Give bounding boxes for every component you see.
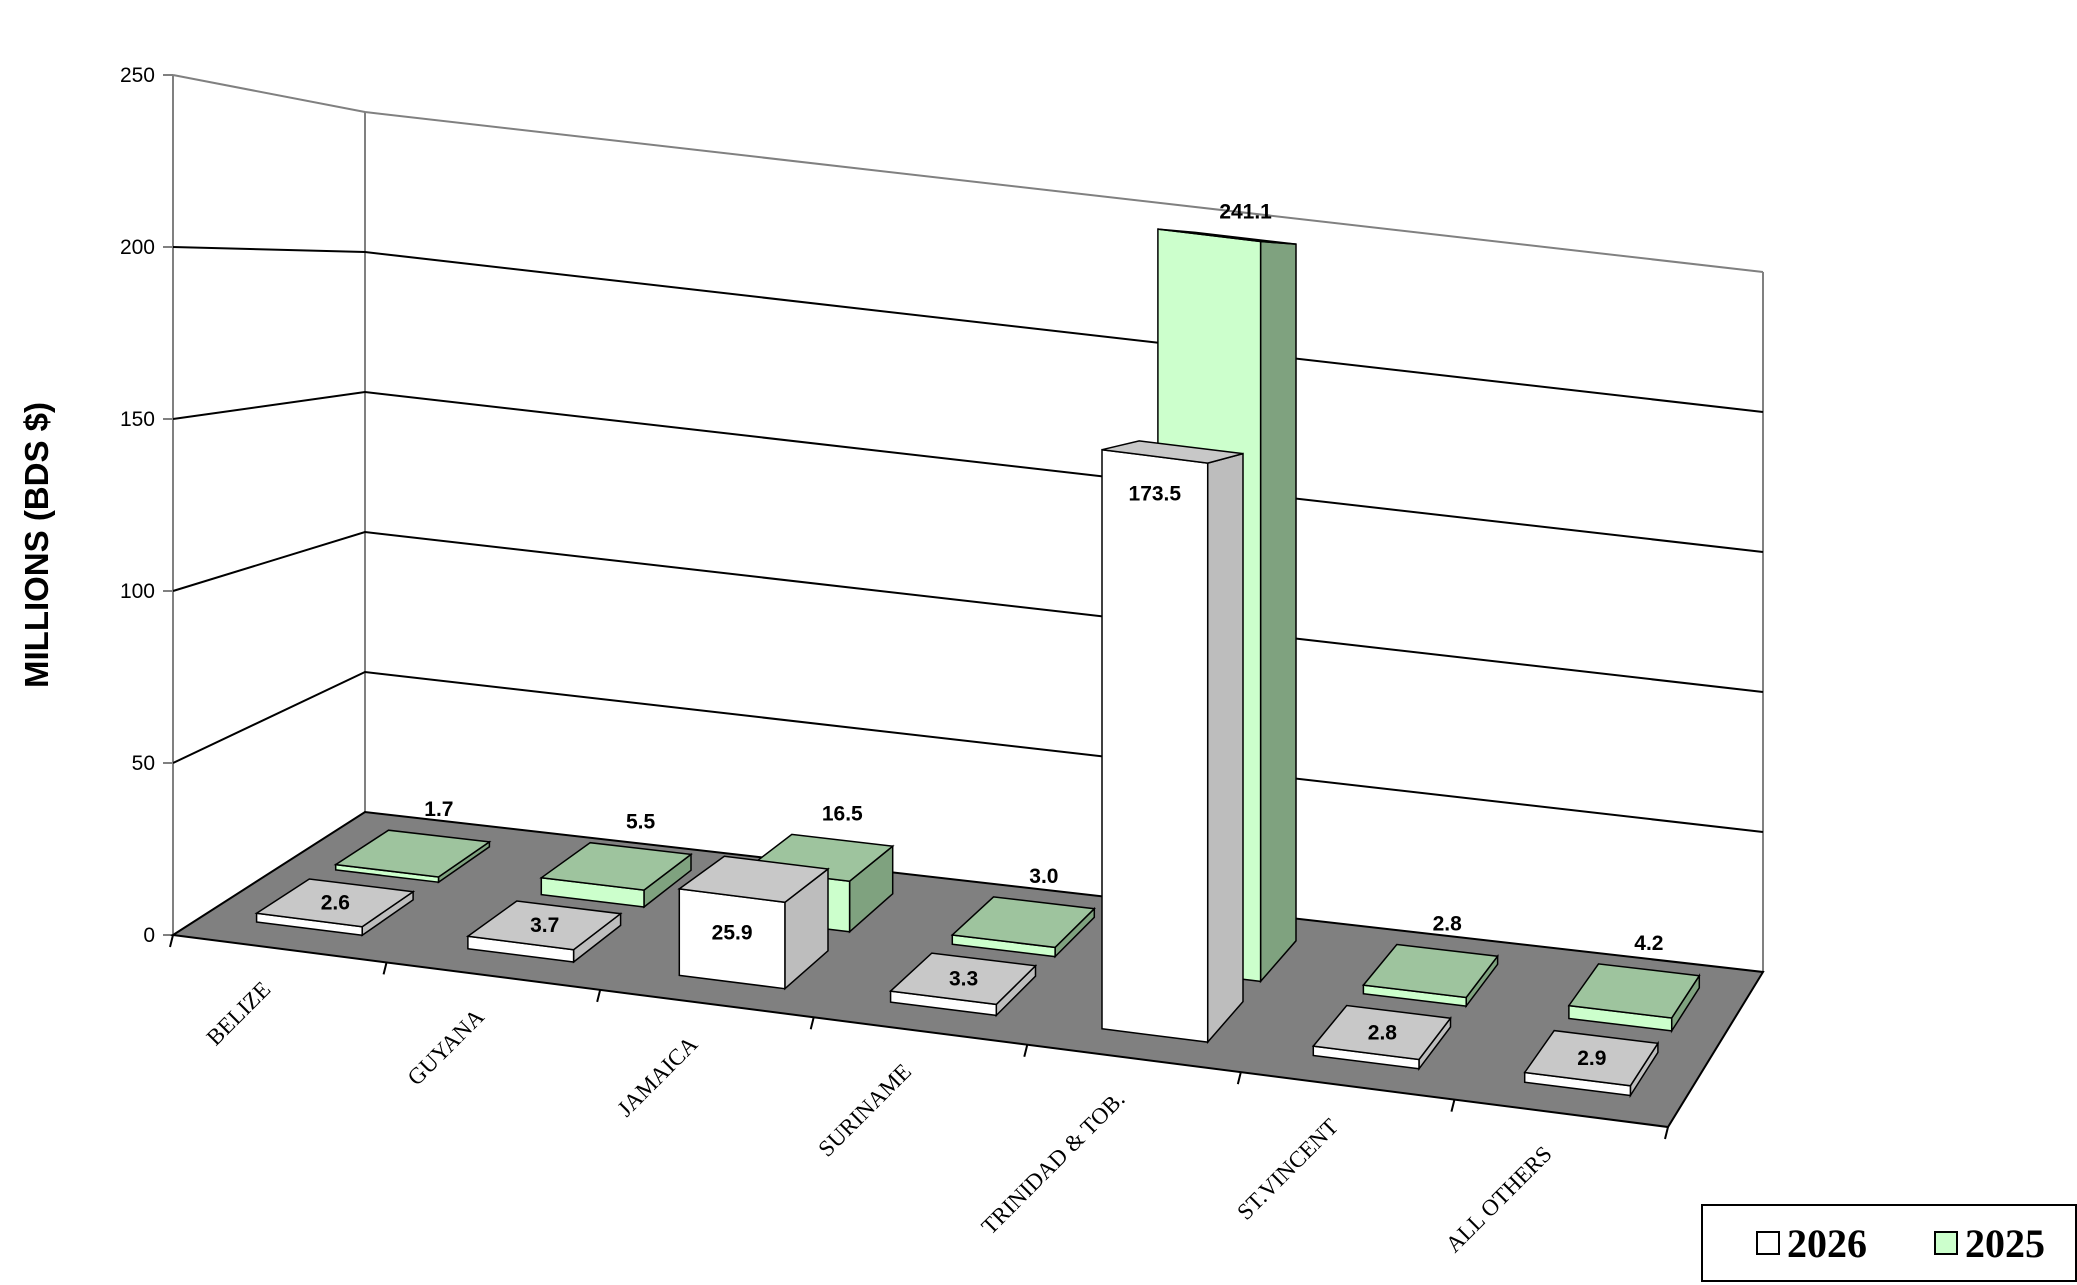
bar-2025-5: 2.8 [1361, 913, 1499, 1009]
bar-2025-3: 3.0 [950, 865, 1096, 959]
bar-top-face [888, 952, 1038, 1006]
bar-2026-1: 3.7 [465, 900, 623, 964]
x-tick-mark [1023, 1044, 1029, 1057]
data-label-2026-3: 3.3 [949, 968, 978, 991]
category-label: ALL OTHERS [1441, 1141, 1557, 1257]
gridline [172, 390, 1764, 553]
y-axis-label: MILLIONS (BDS $) [18, 402, 55, 688]
legend: 2026 2025 [1701, 1204, 2077, 1282]
legend-swatch-2026 [1756, 1231, 1780, 1255]
bar-2025-0: 1.7 [333, 798, 492, 884]
data-label-2025-3: 3.0 [1029, 865, 1058, 888]
category-label: TRINIDAD & TOB. [977, 1086, 1130, 1239]
bar-top-face [254, 878, 416, 928]
legend-label-2025: 2025 [1965, 1221, 2045, 1266]
bar-2025-6: 4.2 [1567, 932, 1701, 1034]
bar-top-face [539, 841, 693, 891]
bar-2026-0: 2.6 [254, 878, 416, 937]
back-wall-top-edge [364, 111, 1764, 273]
data-label-2025-5: 2.8 [1433, 913, 1463, 936]
bar-top-face [333, 829, 492, 878]
data-label-2026-6: 2.9 [1577, 1047, 1606, 1070]
x-tick-mark [169, 934, 174, 948]
gridline [172, 246, 1764, 413]
bar-front-face [1101, 448, 1209, 1043]
data-label-2026-0: 2.6 [321, 892, 350, 915]
category-label: ST.VINCENT [1232, 1114, 1343, 1225]
bar-2025-1: 5.5 [539, 811, 693, 909]
y-tick-label: 200 [120, 236, 155, 259]
gridlines [172, 246, 1764, 833]
x-tick-mark [1450, 1099, 1456, 1112]
x-tick-mark [1236, 1071, 1242, 1085]
bar-2026-3: 3.3 [888, 952, 1038, 1018]
category-label: SURINAME [813, 1059, 916, 1162]
y-tick-label: 250 [120, 64, 155, 87]
y-tick-label: 0 [143, 924, 155, 947]
data-label-2026-4: 173.5 [1129, 482, 1182, 505]
y-tick-label: 150 [120, 408, 155, 431]
x-tick-mark [1664, 1126, 1669, 1140]
gridline [172, 530, 1764, 693]
legend-label-2026: 2026 [1787, 1221, 1867, 1266]
y-axis-ticks: 0 50 100 150 200 250 [120, 64, 173, 947]
bar-top-face [677, 855, 830, 904]
y-tick-label: 50 [132, 752, 155, 775]
data-label-2025-6: 4.2 [1634, 932, 1663, 955]
category-label: BELIZE [202, 977, 276, 1051]
x-tick-mark [382, 962, 388, 975]
chart-walls [172, 74, 1764, 972]
bar-2026-2: 25.9 [677, 855, 830, 991]
y-tick-label: 100 [120, 580, 155, 603]
bar-side-face [1259, 240, 1297, 984]
x-tick-mark [596, 989, 602, 1003]
bar-top-face [465, 900, 623, 951]
data-label-2026-1: 3.7 [530, 914, 559, 937]
bar-2026-5: 2.8 [1311, 1004, 1452, 1072]
data-label-2026-5: 2.8 [1368, 1021, 1398, 1044]
data-label-2025-0: 1.7 [424, 798, 453, 821]
data-label-2025-2: 16.5 [822, 802, 863, 825]
bar-side-face [1206, 452, 1244, 1045]
bar-top-face [1311, 1004, 1452, 1061]
bar-top-face [1157, 228, 1297, 245]
left-wall-top-edge [172, 74, 366, 113]
legend-swatch-2025 [1934, 1231, 1958, 1255]
bar-2026-6: 2.9 [1523, 1029, 1660, 1099]
bar-top-face [1523, 1029, 1660, 1087]
data-label-2026-2: 25.9 [712, 922, 753, 945]
bar-top-face [1101, 440, 1244, 464]
bars: 1.7 5.5 16.5 3.0 241.1 2.8 4.2 2.6 3.7 25.9 3.3 173… [254, 200, 1701, 1099]
bar-2026-4: 173.5 [1101, 440, 1244, 1045]
bar-top-face [1567, 963, 1701, 1019]
data-label-2025-4: 241.1 [1219, 200, 1272, 223]
x-tick-mark [809, 1017, 815, 1030]
gridline [172, 670, 1764, 833]
bar-top-face [1361, 943, 1499, 999]
bar-top-face [950, 896, 1096, 949]
category-label: GUYANA [403, 1004, 490, 1091]
category-label: JAMAICA [612, 1031, 702, 1121]
data-label-2025-1: 5.5 [626, 811, 656, 834]
